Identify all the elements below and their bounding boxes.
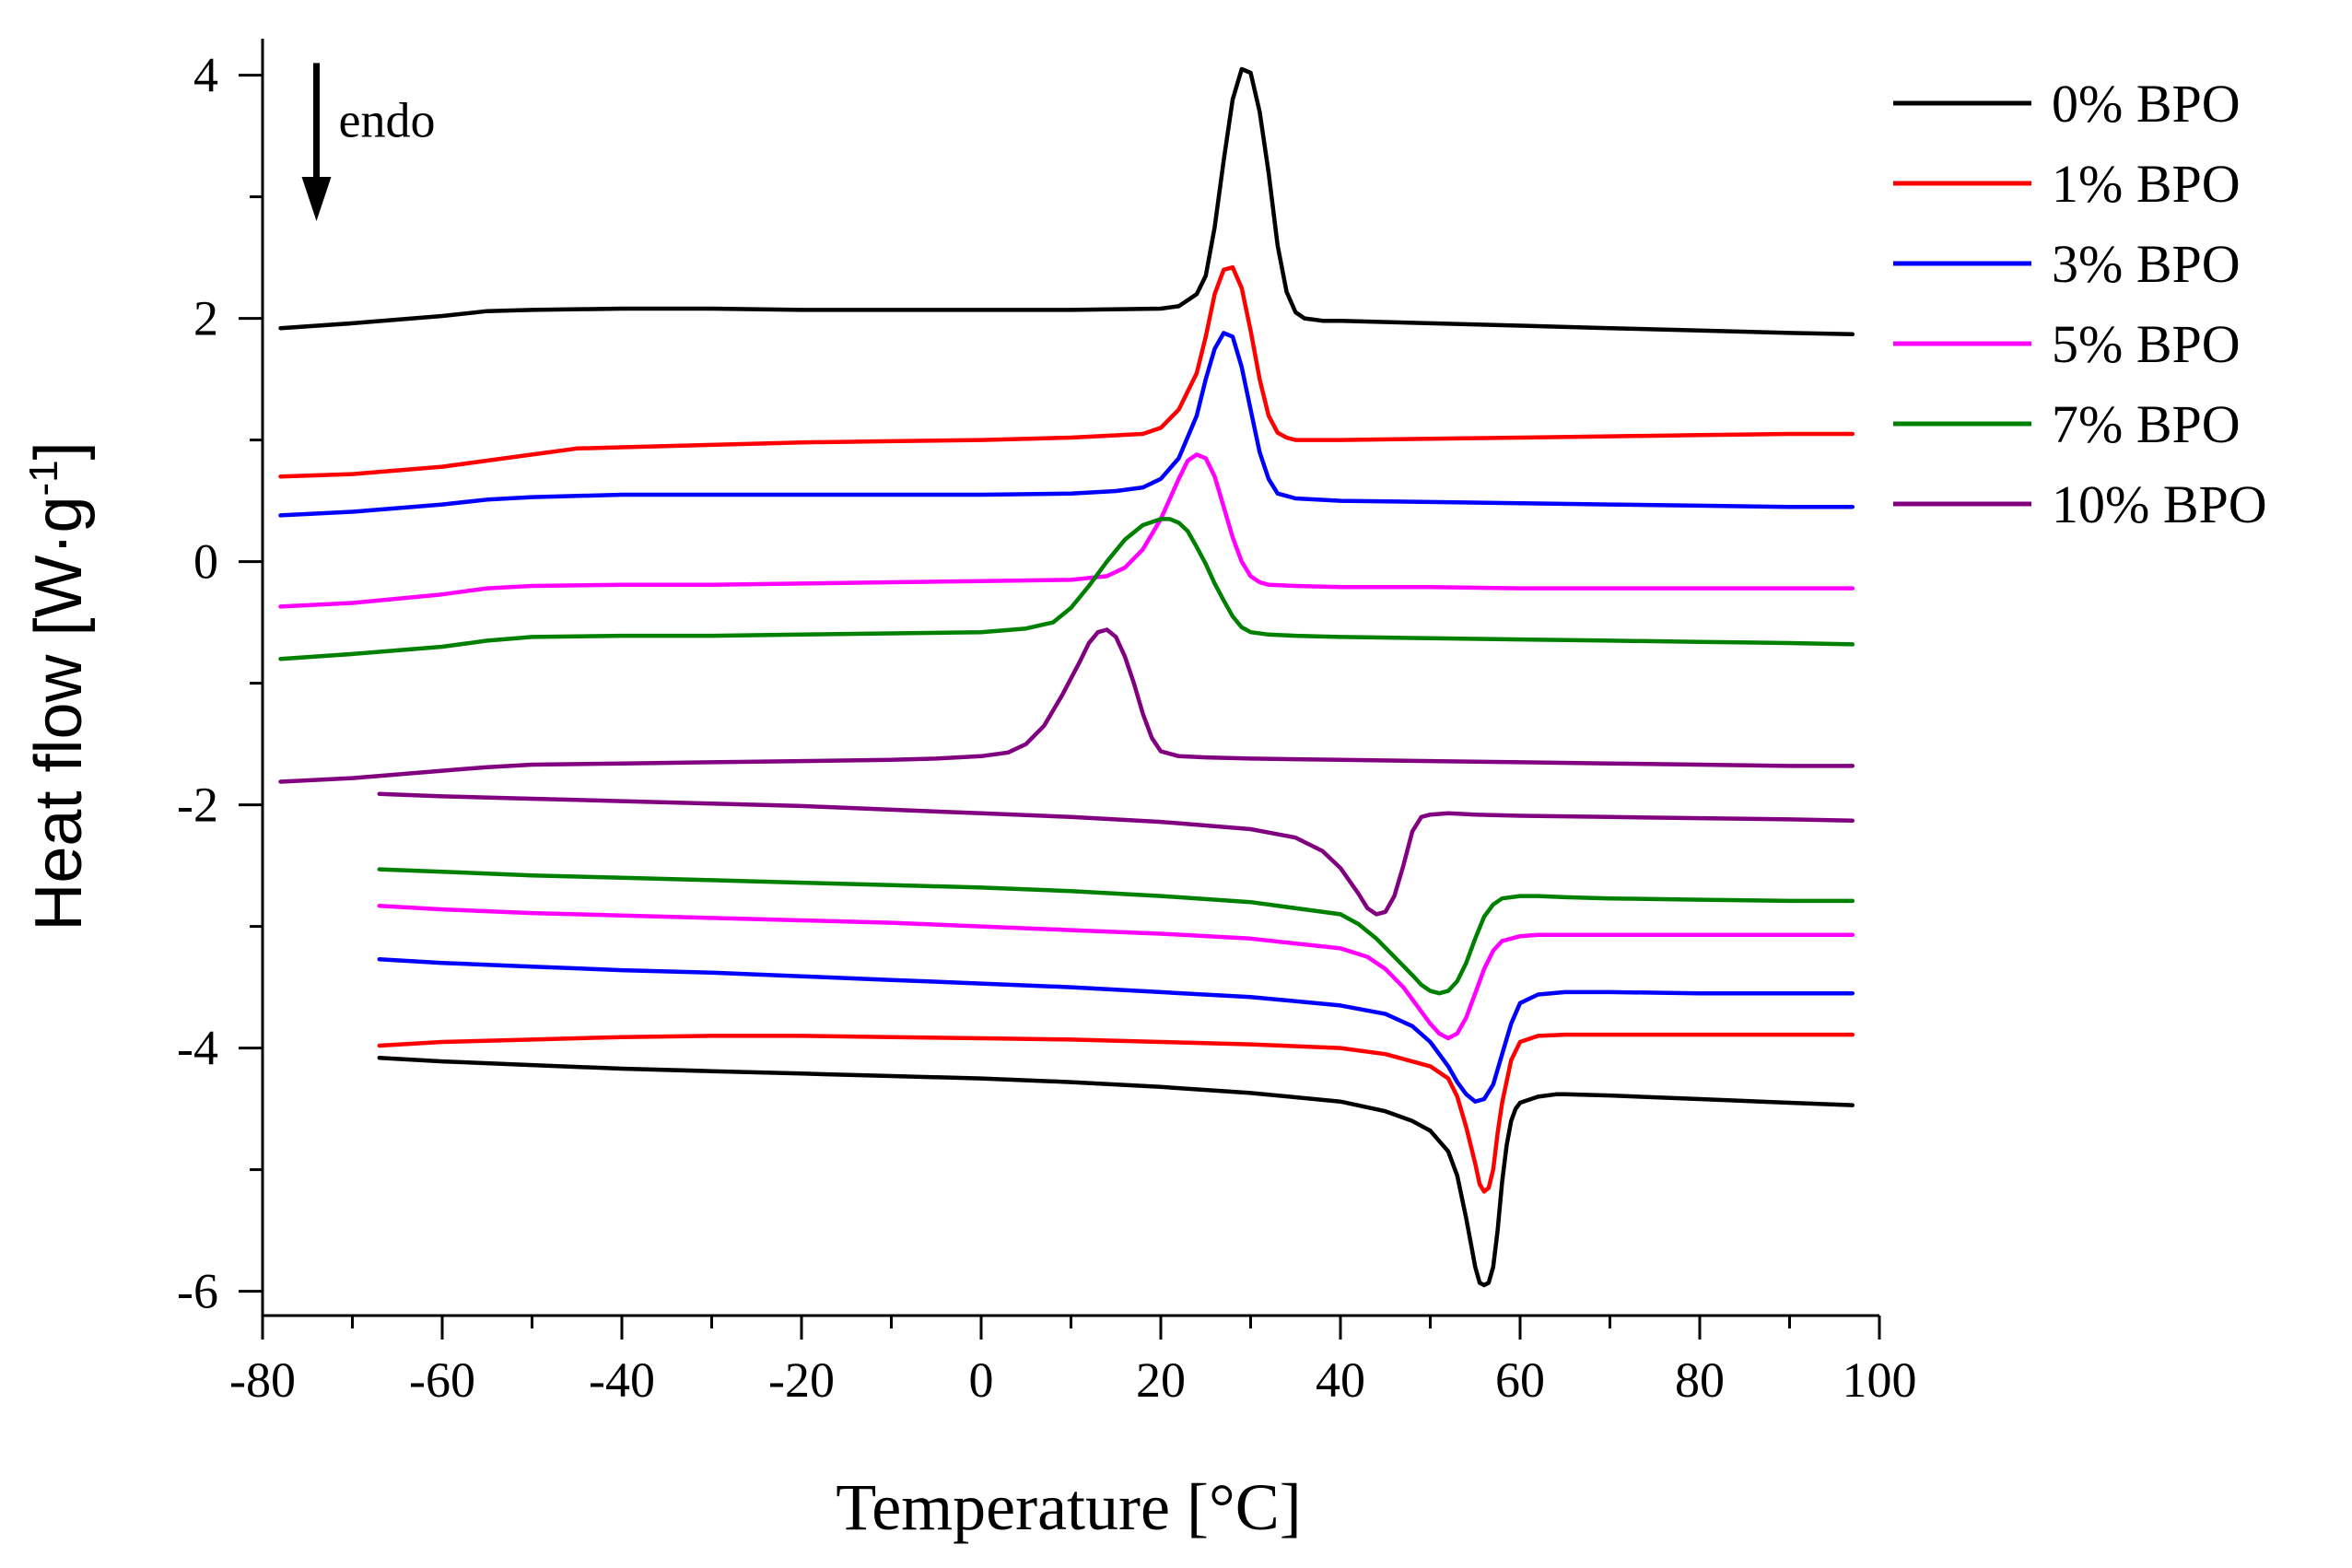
x-tick-label: -80 (229, 1352, 296, 1408)
series-line-heating (377, 1055, 1855, 1288)
x-tick-labels: -80 -60 -40 -20 0 20 40 60 80 100 (229, 1352, 1916, 1408)
x-tick-label: -40 (589, 1352, 655, 1408)
y-tick-label: -2 (177, 778, 218, 833)
series-1-bpo (278, 264, 1855, 1194)
x-tick-label: 100 (1843, 1352, 1917, 1408)
series-line-heating (377, 956, 1855, 1104)
y-axis-title: Heat flow [W·g-1] (21, 441, 96, 930)
series-group (278, 66, 1855, 1288)
series-line-cooling (278, 264, 1855, 479)
legend: 0% BPO 1% BPO 3% BPO 5% BPO 7% BPO 10% BPO (1893, 74, 2267, 534)
x-tick-label: 60 (1495, 1352, 1545, 1408)
series-line-heating (377, 903, 1855, 1041)
series-0-bpo (278, 66, 1855, 1288)
x-tick-label: -60 (409, 1352, 475, 1408)
legend-label: 3% BPO (2052, 234, 2241, 294)
y-tick-label: -6 (177, 1264, 218, 1319)
y-tick-labels: -6 -4 -2 0 2 4 (177, 48, 218, 1319)
x-tick-label: 40 (1316, 1352, 1365, 1408)
endo-annotation: endo (301, 63, 436, 221)
endo-arrow-head (301, 177, 332, 221)
series-5-bpo (278, 452, 1855, 1041)
y-axis-title-main: Heat flow [W·g (22, 497, 96, 931)
series-3-bpo (278, 331, 1855, 1104)
legend-label: 5% BPO (2052, 314, 2241, 374)
legend-label: 7% BPO (2052, 394, 2241, 454)
series-line-heating (377, 1032, 1855, 1194)
series-line-cooling (278, 627, 1855, 784)
series-line-cooling (278, 66, 1855, 337)
x-tick-label: -20 (768, 1352, 835, 1408)
x-tick-label: 0 (969, 1352, 994, 1408)
series-10-bpo (278, 627, 1855, 917)
y-tick-label: 2 (193, 291, 218, 346)
x-tick-label: 20 (1136, 1352, 1186, 1408)
legend-label: 10% BPO (2052, 474, 2267, 534)
y-axis-title-close: ] (22, 441, 96, 460)
y-tick-label: -4 (177, 1021, 218, 1076)
series-7-bpo (278, 517, 1855, 996)
series-line-cooling (278, 331, 1855, 518)
series-line-heating (377, 867, 1855, 996)
endo-label: endo (339, 92, 436, 147)
series-line-cooling (278, 517, 1855, 661)
series-line-heating (377, 791, 1855, 917)
series-line-cooling (278, 452, 1855, 609)
y-axis-title-superscript: -1 (21, 460, 66, 496)
x-axis-title: Temperature [°C] (836, 1470, 1302, 1544)
y-tick-label: 4 (193, 48, 218, 103)
x-tick-label: 80 (1675, 1352, 1725, 1408)
ticks-group (239, 74, 1881, 1340)
legend-label: 0% BPO (2052, 74, 2241, 134)
y-tick-label: 0 (193, 534, 218, 590)
legend-label: 1% BPO (2052, 154, 2241, 214)
